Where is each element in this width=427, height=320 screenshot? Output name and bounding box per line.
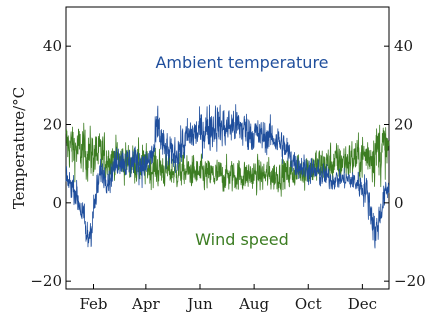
y-tick-label-left: 40	[43, 37, 62, 55]
x-tick-label: Dec	[348, 295, 377, 313]
y-tick-label-left: 20	[43, 116, 62, 134]
x-tick-label: Oct	[295, 295, 322, 313]
y-tick-label-left: −20	[30, 272, 62, 290]
y-tick-label-right: 0	[394, 194, 404, 212]
tick-layer: −20 −20 0 0 20 20 40 40 Feb Apr Jun Aug Oct Dec	[30, 37, 425, 313]
x-tick-label: Feb	[79, 295, 107, 313]
y-tick-label-left: 0	[52, 194, 62, 212]
wind-speed-label: Wind speed	[195, 230, 289, 249]
plot-area	[65, 6, 390, 290]
y-tick-label-right: 40	[394, 37, 413, 55]
ambient-series-line	[65, 104, 390, 249]
y-tick-label-right: 20	[394, 116, 413, 134]
series-layer	[65, 104, 390, 249]
y-axis-title: Temperature/°C	[10, 87, 28, 209]
x-tick-label: Jun	[185, 295, 213, 313]
x-tick-label: Aug	[238, 295, 269, 313]
x-tick-label: Apr	[131, 295, 160, 313]
ambient-temperature-label: Ambient temperature	[155, 53, 328, 72]
plot-frame	[65, 6, 390, 290]
y-tick-label-right: −20	[394, 272, 426, 290]
